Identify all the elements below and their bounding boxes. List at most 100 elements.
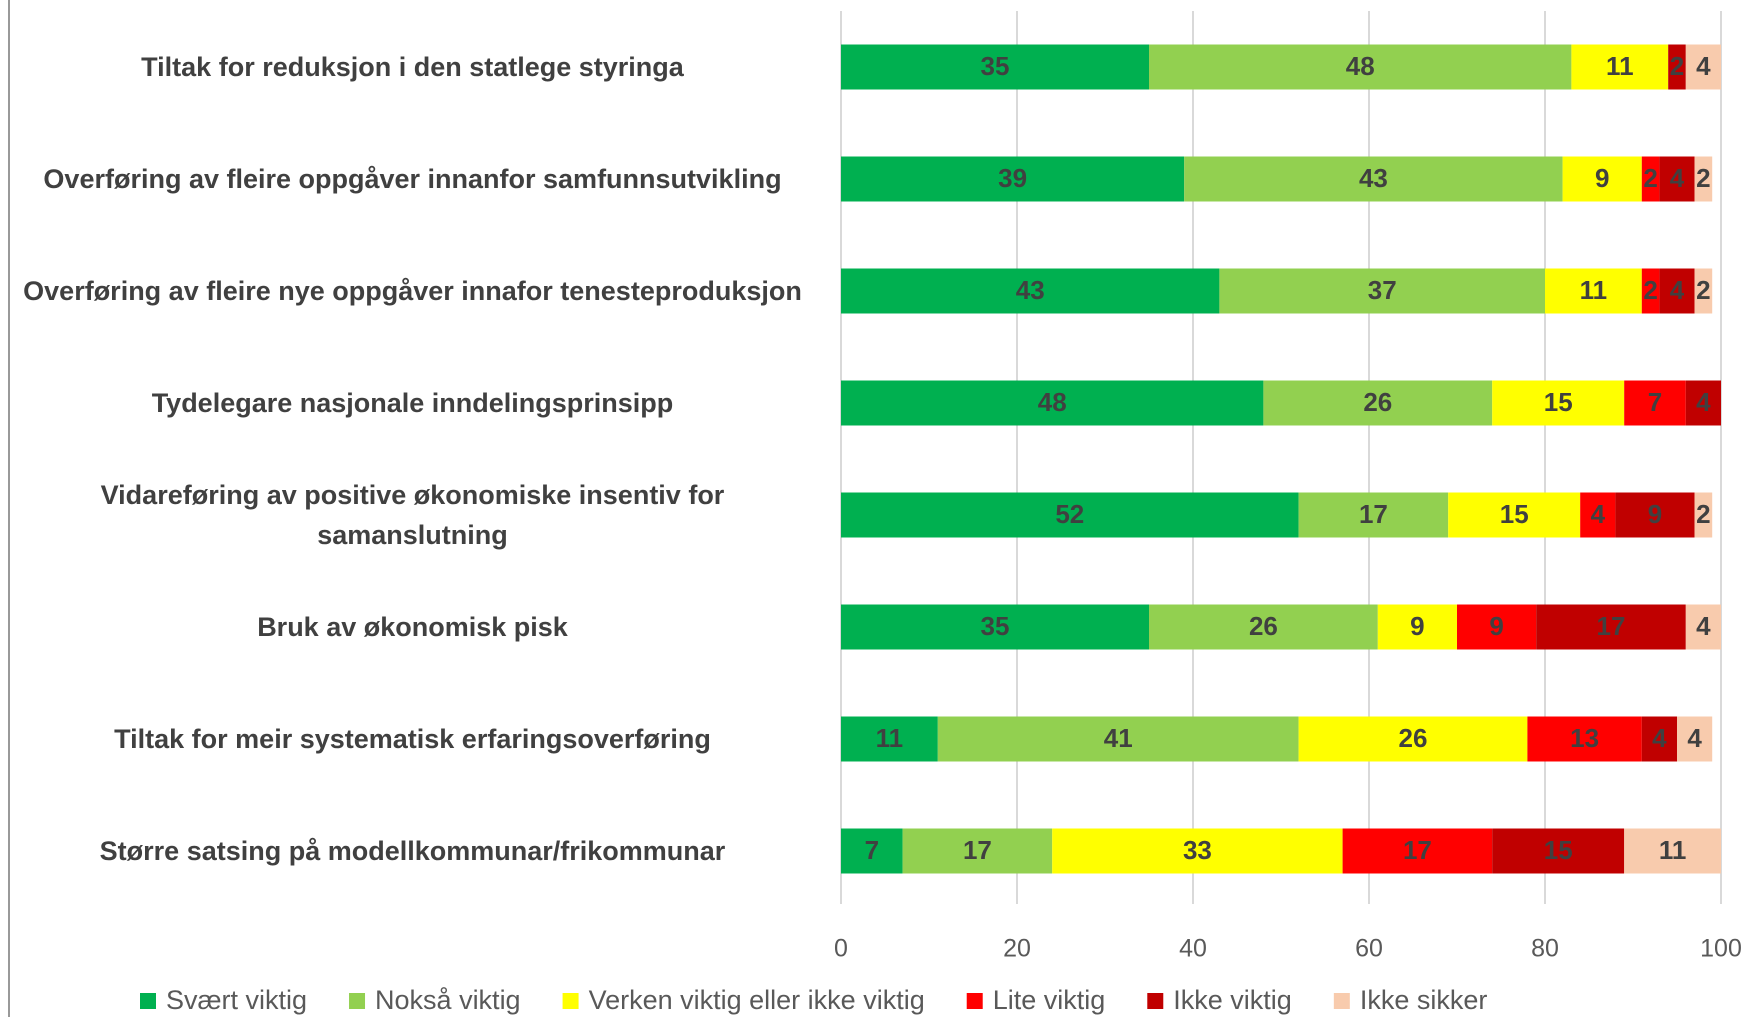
x-tick-label: 80 — [1531, 935, 1559, 963]
data-label: 13 — [1570, 723, 1599, 753]
legend-label: Ikke viktig — [1173, 985, 1292, 1015]
data-label: 26 — [1363, 387, 1392, 417]
category-label: Vidareføring av positive økonomiske inse… — [100, 480, 725, 550]
data-label: 2 — [1696, 275, 1710, 305]
legend-label: Nokså viktig — [375, 985, 521, 1015]
bar-segment — [937, 716, 1299, 762]
bar-segment — [841, 44, 1149, 90]
legend-swatch — [349, 993, 366, 1009]
data-label: 15 — [1544, 835, 1573, 865]
data-label: 4 — [1696, 387, 1711, 417]
data-label: 26 — [1249, 611, 1278, 641]
bar-segment — [1694, 268, 1713, 314]
bar-segment — [1298, 492, 1449, 538]
category-label: Bruk av økonomisk pisk — [257, 612, 568, 642]
bar-segment — [1545, 268, 1642, 314]
bar-segment — [841, 828, 903, 874]
bar-segment — [1659, 156, 1695, 202]
data-label: 11 — [1606, 51, 1634, 81]
data-label: 2 — [1670, 51, 1684, 81]
bar-segment — [1694, 156, 1713, 202]
bar-segment — [1668, 44, 1686, 90]
bar-segment — [1562, 156, 1642, 202]
data-label: 9 — [1595, 163, 1609, 193]
data-label: 48 — [1346, 51, 1375, 81]
bar-segment — [841, 716, 938, 762]
bar-segment — [1659, 268, 1695, 314]
category-label: Overføring av fleire oppgåver innanfor s… — [43, 164, 782, 194]
bar-segment — [1641, 156, 1660, 202]
data-label: 9 — [1489, 611, 1503, 641]
bar-segment — [1342, 828, 1493, 874]
data-label: 48 — [1038, 387, 1067, 417]
category-label: Større satsing på modellkommunar/frikomm… — [99, 836, 726, 866]
data-label: 17 — [963, 835, 992, 865]
data-label: 4 — [1670, 275, 1685, 305]
data-label: 7 — [1648, 387, 1662, 417]
bar-segment — [841, 268, 1220, 314]
bar-segment — [841, 380, 1264, 426]
bar-segment — [841, 604, 1149, 650]
bar-segment — [1685, 44, 1721, 90]
legend-label: Lite viktig — [993, 985, 1106, 1015]
bar-segment — [1615, 492, 1695, 538]
data-label: 26 — [1399, 723, 1428, 753]
data-label: 37 — [1368, 275, 1397, 305]
data-label: 17 — [1597, 611, 1626, 641]
category-label: Tiltak for meir systematisk erfaringsove… — [114, 724, 711, 754]
data-label: 2 — [1696, 499, 1710, 529]
data-label: 43 — [1359, 163, 1388, 193]
x-tick-label: 40 — [1179, 935, 1207, 963]
data-label: 4 — [1591, 499, 1606, 529]
bar-segment — [1457, 604, 1537, 650]
data-label: 15 — [1500, 499, 1529, 529]
x-tick-label: 20 — [1003, 935, 1031, 963]
category-label: Overføring av fleire nye oppgåver innafo… — [23, 276, 802, 306]
bar-segment — [1624, 380, 1686, 426]
data-label: 41 — [1104, 723, 1133, 753]
bar-segment — [1641, 716, 1677, 762]
data-label: 11 — [876, 723, 904, 753]
bar-segment — [1694, 492, 1713, 538]
bar-segment — [1492, 828, 1625, 874]
bar-segment — [1677, 716, 1713, 762]
bar-segment — [1536, 604, 1686, 650]
data-label: 4 — [1652, 723, 1667, 753]
data-label: 11 — [1580, 275, 1608, 305]
data-label: 2 — [1643, 163, 1657, 193]
legend-swatch — [966, 993, 983, 1009]
bar-segment — [841, 492, 1299, 538]
data-label: 4 — [1696, 51, 1711, 81]
category-label: Tydelegare nasjonale inndelingsprinsipp — [151, 388, 674, 418]
category-label: Tiltak for reduksjon i den statlege styr… — [141, 52, 684, 82]
data-label: 2 — [1643, 275, 1657, 305]
data-label: 4 — [1687, 723, 1702, 753]
bar-segment — [1184, 156, 1563, 202]
data-label: 52 — [1055, 499, 1084, 529]
bar-segment — [1219, 268, 1545, 314]
data-label: 7 — [865, 835, 879, 865]
x-tick-label: 60 — [1355, 935, 1383, 963]
bar-segment — [841, 156, 1185, 202]
bar-segment — [1624, 828, 1721, 874]
bar-segment — [1377, 604, 1457, 650]
bar-segment — [1448, 492, 1581, 538]
x-tick-label: 100 — [1700, 935, 1742, 963]
bar-segment — [1641, 268, 1660, 314]
bar-segment — [1527, 716, 1642, 762]
data-label: 4 — [1670, 163, 1685, 193]
data-label: 15 — [1544, 387, 1573, 417]
legend-label: Ikke sikker — [1360, 985, 1488, 1015]
data-label: 17 — [1403, 835, 1432, 865]
data-label: 43 — [1016, 275, 1045, 305]
bar-segment — [1580, 492, 1616, 538]
bar-segment — [1149, 604, 1378, 650]
data-label: 35 — [981, 611, 1010, 641]
x-tick-label: 0 — [834, 935, 848, 963]
legend-swatch — [562, 993, 579, 1009]
bar-segment — [1492, 380, 1625, 426]
data-label: 11 — [1659, 835, 1687, 865]
bar-segment — [1685, 604, 1721, 650]
